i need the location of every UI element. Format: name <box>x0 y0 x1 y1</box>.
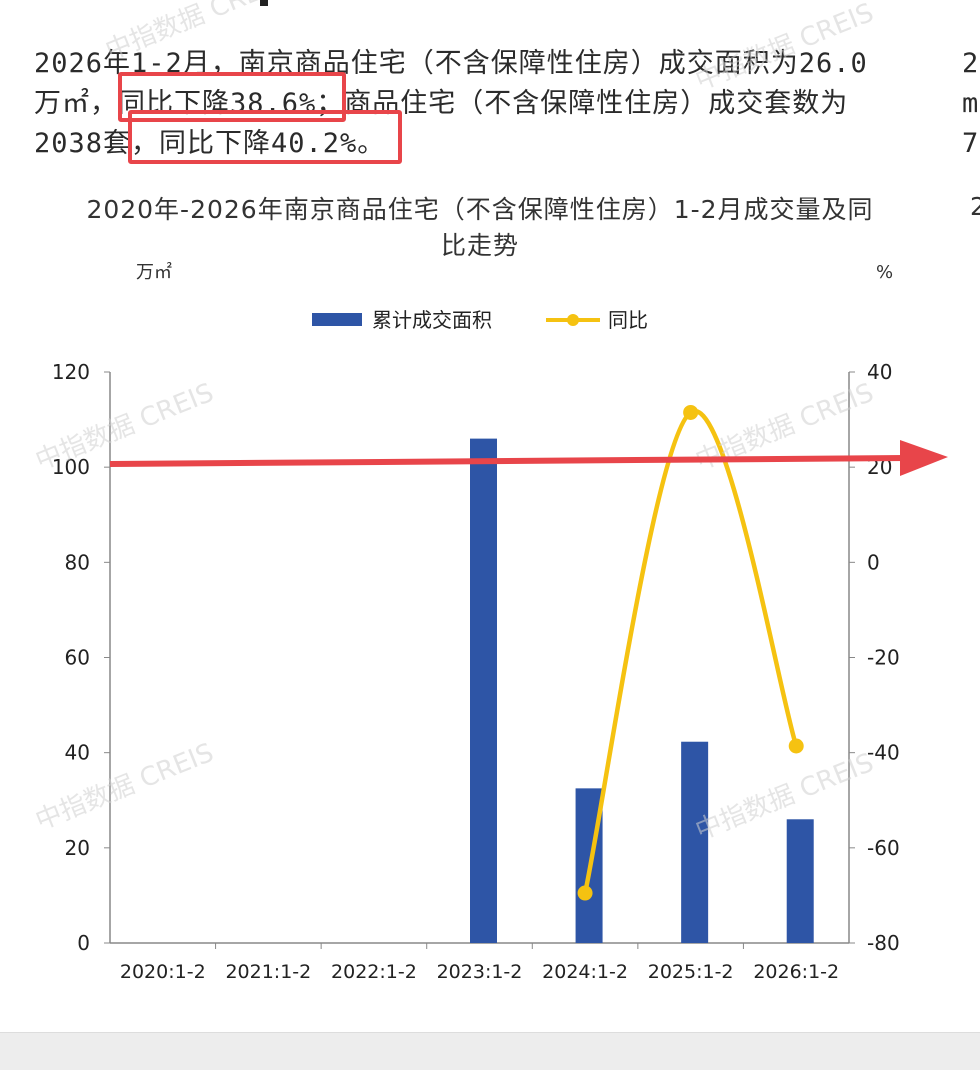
yoy-point <box>683 404 699 420</box>
right-tick-label: -40 <box>867 741 900 765</box>
x-axis-ticks: 2020:1-2 2021:1-2 2022:1-2 2023:1-2 2024:1-2… <box>120 943 839 983</box>
adjacent-title-fragment: 2 <box>970 192 980 221</box>
watermark-text: 中指数据 CREIS <box>31 738 218 837</box>
line-series-yoy <box>577 404 804 901</box>
adjacent-fragment-3: 7 <box>962 128 979 159</box>
left-tick-label: 20 <box>65 836 90 860</box>
bar-area-2023-1-2 <box>470 438 497 943</box>
legend-label-yoy: 同比 <box>608 308 648 332</box>
right-tick-label: 0 <box>867 550 880 574</box>
bar-area-2025-1-2 <box>681 741 709 943</box>
highlight-box-area-decline <box>118 72 346 122</box>
annotation-arrow-head <box>900 440 948 476</box>
x-tick-label: 2021:1-2 <box>225 961 311 983</box>
right-tick-label: -20 <box>867 646 900 670</box>
left-tick-label: 80 <box>65 550 90 574</box>
summary-line-3: 2038套，同比下降40.2%。 <box>34 128 386 159</box>
left-axis-unit: 万㎡ <box>136 261 172 283</box>
x-tick-label: 2023:1-2 <box>437 961 523 983</box>
adjacent-fragment-2: m <box>962 88 979 119</box>
top-fragment-mark <box>260 0 268 6</box>
adjacent-column-fragment: 2 m 7 <box>962 44 980 164</box>
bottom-toolbar <box>0 1032 980 1070</box>
right-tick-label: -60 <box>867 836 900 860</box>
left-tick-label: 40 <box>65 741 90 765</box>
chart-title: 2020年-2026年南京商品住宅（不含保障性住房）1-2月成交量及同 比走势 <box>86 195 874 260</box>
chart-svg: 万㎡ % 累计成交面积 同比 0 20 40 60 80 100 120 -80 -60 -40… <box>31 0 948 983</box>
legend-swatch-area <box>312 313 362 326</box>
right-axis-unit: % <box>876 262 893 283</box>
left-tick-label: 60 <box>65 646 90 670</box>
left-tick-label: 120 <box>52 360 90 384</box>
adjacent-fragment-1: 2 <box>962 48 979 79</box>
yoy-point <box>577 885 593 901</box>
x-tick-label: 2022:1-2 <box>331 961 417 983</box>
x-tick-label: 2020:1-2 <box>120 961 206 983</box>
right-tick-label: -80 <box>867 931 900 955</box>
legend-swatch-yoy-dot <box>567 314 579 326</box>
legend: 累计成交面积 同比 <box>312 308 648 332</box>
x-tick-label: 2024:1-2 <box>542 961 628 983</box>
bar-area-2026-1-2 <box>786 819 814 943</box>
right-tick-label: 40 <box>867 360 892 384</box>
annotation-arrow-shaft <box>109 455 906 467</box>
legend-label-area: 累计成交面积 <box>372 308 492 332</box>
watermark-text: 中指数据 CREIS <box>101 0 288 66</box>
watermarks: 中指数据 CREIS 中指数据 CREIS 中指数据 CREIS 中指数据 CREIS… <box>31 0 878 846</box>
left-tick-label: 0 <box>77 931 90 955</box>
left-axis-ticks: 0 20 40 60 80 100 120 <box>52 360 110 955</box>
x-tick-label: 2025:1-2 <box>648 961 734 983</box>
highlight-box-units-decline <box>128 110 402 164</box>
bar-series-area <box>470 438 814 943</box>
watermark-text: 中指数据 CREIS <box>691 748 878 847</box>
left-tick-label: 100 <box>52 455 90 479</box>
x-tick-label: 2026:1-2 <box>753 961 839 983</box>
yoy-point <box>788 738 804 754</box>
watermark-text: 中指数据 CREIS <box>691 0 878 96</box>
annotation-arrow <box>109 440 948 476</box>
